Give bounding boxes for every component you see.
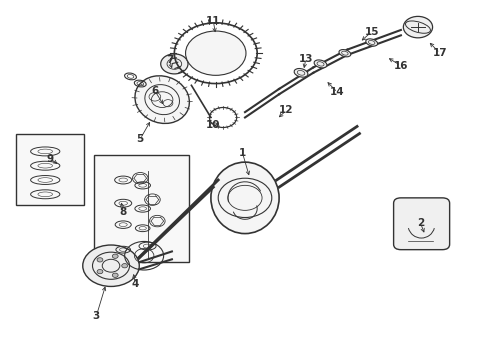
Ellipse shape <box>314 60 327 68</box>
Circle shape <box>186 31 246 75</box>
Text: 11: 11 <box>206 16 220 26</box>
Text: 8: 8 <box>120 207 127 217</box>
Text: 4: 4 <box>132 279 139 289</box>
Ellipse shape <box>135 76 190 123</box>
Text: 9: 9 <box>47 154 54 163</box>
Text: 16: 16 <box>393 61 408 71</box>
Text: 3: 3 <box>93 311 100 321</box>
Polygon shape <box>16 134 84 205</box>
Text: 1: 1 <box>239 148 246 158</box>
Text: 13: 13 <box>298 54 313 64</box>
Text: 14: 14 <box>330 87 345 98</box>
Circle shape <box>122 264 127 268</box>
Text: 2: 2 <box>417 218 424 228</box>
Circle shape <box>161 54 188 74</box>
Text: 17: 17 <box>433 48 447 58</box>
Text: 10: 10 <box>206 120 220 130</box>
Circle shape <box>112 254 118 258</box>
Ellipse shape <box>339 50 351 57</box>
Ellipse shape <box>211 162 279 234</box>
Circle shape <box>97 270 103 274</box>
Ellipse shape <box>366 39 378 46</box>
Circle shape <box>112 273 118 278</box>
Ellipse shape <box>294 68 308 77</box>
Circle shape <box>403 17 433 38</box>
Text: 15: 15 <box>365 27 379 37</box>
Text: 12: 12 <box>279 105 294 115</box>
Circle shape <box>97 258 103 262</box>
Circle shape <box>83 245 139 287</box>
Text: 7: 7 <box>166 55 173 65</box>
FancyBboxPatch shape <box>393 198 450 249</box>
Text: 6: 6 <box>151 86 158 96</box>
Text: 5: 5 <box>137 134 144 144</box>
Polygon shape <box>94 155 189 262</box>
